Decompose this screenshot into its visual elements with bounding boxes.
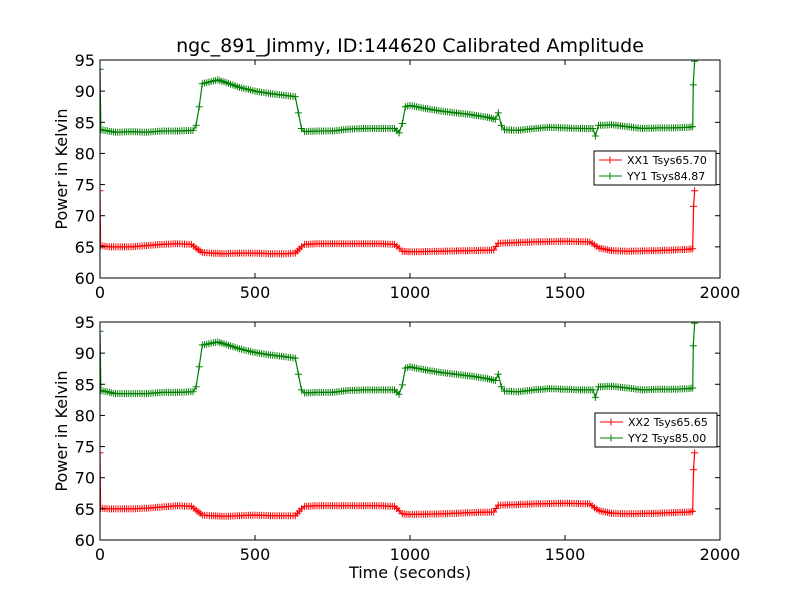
y-tick-label: 65 <box>75 500 95 519</box>
y-tick-label: 95 <box>75 51 95 70</box>
legend-label: XX2 Tsys65.65 <box>628 416 708 429</box>
y-tick-label: 90 <box>75 344 95 363</box>
chart-panel-1: 0 500 1000 1500 2000 60 65 70 75 80 85 90 95 ngc_891_… <box>52 35 740 302</box>
legend-label: YY2 Tsys85.00 <box>627 432 706 445</box>
legend-label: XX1 Tsys65.70 <box>627 154 707 167</box>
y-axis-label: Power in Kelvin <box>52 108 71 229</box>
x-tick-label: 500 <box>240 283 271 302</box>
y-tick-label: 80 <box>75 144 95 163</box>
legend-swatch-marker <box>607 434 615 442</box>
plot-area <box>100 322 699 520</box>
plot-area <box>100 60 699 258</box>
y-axis-label: Power in Kelvin <box>52 370 71 491</box>
y-tick-label: 65 <box>75 238 95 257</box>
legend-swatch-marker <box>607 418 615 426</box>
y-tick-label: 60 <box>75 269 95 288</box>
series-markers-2 <box>100 322 699 401</box>
x-tick-label: 0 <box>95 283 105 302</box>
series-markers-1 <box>100 187 699 258</box>
y-tick-label: 95 <box>75 313 95 332</box>
series-marker-path-2 <box>100 60 699 140</box>
y-tick-label: 80 <box>75 406 95 425</box>
x-axis-label: Time (seconds) <box>348 563 471 582</box>
x-tick-label: 1500 <box>545 545 586 564</box>
legend-box <box>593 150 717 186</box>
legend: XX1 Tsys65.70 YY1 Tsys84.87 <box>593 150 717 186</box>
series-markers-2 <box>100 60 699 140</box>
y-tick-label: 70 <box>75 207 95 226</box>
legend: XX2 Tsys65.65 YY2 Tsys85.00 <box>594 412 718 448</box>
legend-swatch-marker <box>606 156 614 164</box>
y-tick-label: 85 <box>75 375 95 394</box>
x-tick-label: 1500 <box>545 283 586 302</box>
x-tick-label: 1000 <box>390 283 431 302</box>
series-marker-path-1 <box>100 449 699 520</box>
y-tick-label: 60 <box>75 531 95 550</box>
y-tick-label: 90 <box>75 82 95 101</box>
x-tick-label: 2000 <box>700 545 741 564</box>
legend-label: YY1 Tsys84.87 <box>626 170 705 183</box>
series-markers-1 <box>100 449 699 520</box>
series-marker-path-1 <box>100 187 699 258</box>
y-tick-label: 75 <box>75 176 95 195</box>
x-tick-label: 0 <box>95 545 105 564</box>
legend-swatch-marker <box>606 172 614 180</box>
legend-box <box>594 412 718 448</box>
y-tick-label: 75 <box>75 438 95 457</box>
x-tick-label: 1000 <box>390 545 431 564</box>
series-marker-path-2 <box>100 322 699 401</box>
x-tick-label: 2000 <box>700 283 741 302</box>
y-tick-label: 85 <box>75 113 95 132</box>
chart-title: ngc_891_Jimmy, ID:144620 Calibrated Ampl… <box>176 35 644 57</box>
y-tick-label: 70 <box>75 469 95 488</box>
x-tick-label: 500 <box>240 545 271 564</box>
chart-panel-2: 0 500 1000 1500 2000 60 65 70 75 80 85 90 95 Power in… <box>52 313 740 582</box>
